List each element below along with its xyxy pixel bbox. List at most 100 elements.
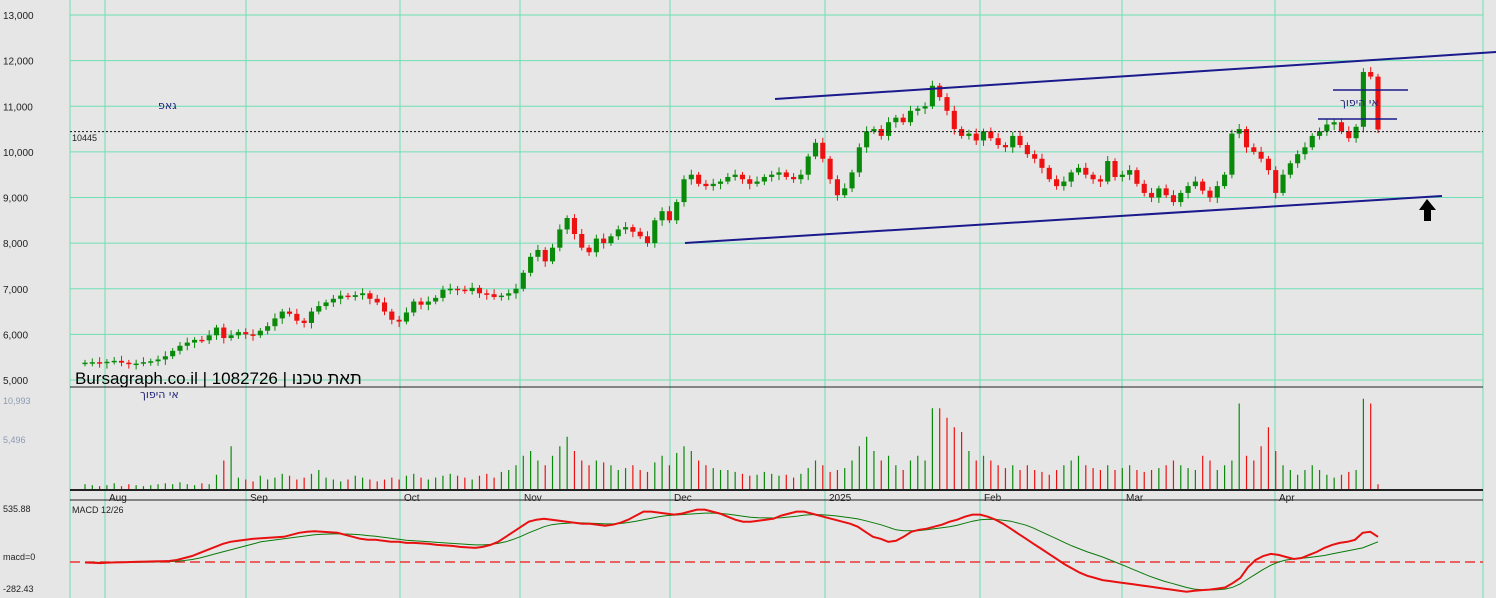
candle-body bbox=[1258, 151, 1264, 159]
candle-body bbox=[199, 339, 205, 342]
candle-body bbox=[1141, 183, 1147, 193]
candle-body bbox=[922, 106, 928, 109]
price-tick-label: 10,000 bbox=[3, 148, 34, 159]
candle-body bbox=[637, 231, 643, 237]
price-tick-label: 9,000 bbox=[3, 194, 28, 205]
candle-body bbox=[820, 142, 826, 159]
candle-body bbox=[1105, 161, 1111, 182]
candle-body bbox=[316, 306, 322, 312]
candle-body bbox=[286, 311, 293, 314]
x-tick-label: Feb bbox=[984, 493, 1002, 504]
candle-body bbox=[1039, 158, 1045, 168]
candle-body bbox=[1185, 186, 1191, 193]
candle-body bbox=[257, 330, 263, 336]
candle-body bbox=[1061, 181, 1067, 187]
candle-body bbox=[1309, 135, 1315, 148]
volume-bars bbox=[84, 398, 1379, 489]
upper-trendline bbox=[774, 51, 1496, 100]
candle-body bbox=[1083, 167, 1089, 175]
price-tick-label: 12,000 bbox=[3, 57, 34, 68]
candle-body bbox=[411, 301, 417, 313]
candle-body bbox=[1273, 170, 1279, 193]
candle-body bbox=[360, 293, 366, 296]
grid-lines bbox=[69, 0, 1484, 598]
candle-body bbox=[601, 238, 607, 244]
macd-tick-label: -282.43 bbox=[3, 584, 34, 594]
candle-body bbox=[1214, 186, 1220, 198]
candle-body bbox=[1046, 167, 1052, 180]
candle-body bbox=[937, 85, 943, 98]
candle-body bbox=[652, 220, 658, 244]
candle-body bbox=[776, 172, 782, 175]
candle-body bbox=[228, 335, 234, 339]
candle-body bbox=[1295, 154, 1301, 164]
candle-body bbox=[842, 188, 848, 196]
candle-body bbox=[1112, 161, 1118, 177]
macd-signal-line bbox=[84, 512, 1379, 591]
candle-body bbox=[1170, 195, 1177, 203]
candle-body bbox=[798, 174, 804, 180]
candle-body bbox=[250, 334, 256, 336]
candle-body bbox=[1017, 135, 1023, 146]
candle-body bbox=[82, 362, 88, 365]
candle-body bbox=[1119, 174, 1125, 177]
x-tick-label: Mar bbox=[1126, 493, 1144, 504]
candle-body bbox=[907, 110, 914, 123]
candle-body bbox=[484, 293, 490, 295]
candle-body bbox=[294, 313, 300, 321]
candle-body bbox=[1353, 126, 1359, 139]
candle-body bbox=[476, 287, 483, 294]
candle-body bbox=[1134, 170, 1140, 184]
candle-body bbox=[170, 350, 176, 357]
candle-body bbox=[623, 227, 629, 230]
candle-body bbox=[1360, 72, 1366, 127]
candle-body bbox=[206, 335, 212, 341]
candle-body bbox=[1229, 133, 1235, 175]
candle-body bbox=[1148, 192, 1155, 198]
candle-body bbox=[1163, 188, 1169, 196]
candle-body bbox=[791, 176, 797, 180]
candle-body bbox=[367, 293, 373, 299]
candle-body bbox=[403, 312, 409, 322]
candle-body bbox=[995, 138, 1001, 146]
candle-body bbox=[644, 236, 651, 244]
candle-body bbox=[118, 360, 125, 363]
candle-body bbox=[1024, 145, 1030, 155]
candle-body bbox=[1222, 174, 1228, 187]
candle-body bbox=[988, 131, 994, 139]
candle-body bbox=[900, 117, 906, 123]
candle-body bbox=[630, 227, 636, 232]
candle-body bbox=[542, 249, 548, 262]
candle-body bbox=[659, 211, 665, 221]
candle-body bbox=[1010, 135, 1016, 148]
price-tick-label: 13,000 bbox=[3, 11, 34, 22]
candle-body bbox=[747, 179, 753, 184]
volume-tick-label: 10,993 bbox=[3, 396, 31, 406]
x-tick-label: 2025 bbox=[829, 493, 852, 504]
candle-body bbox=[1368, 72, 1374, 77]
candle-body bbox=[886, 122, 892, 136]
candle-body bbox=[243, 332, 249, 335]
candle-body bbox=[535, 249, 541, 257]
candle-body bbox=[710, 183, 716, 187]
candle-body bbox=[162, 356, 168, 360]
candle-body bbox=[111, 360, 117, 363]
candle-body bbox=[1302, 147, 1308, 155]
reversal-annotation: אי היפוך bbox=[1340, 96, 1379, 109]
candle-body bbox=[1324, 124, 1330, 132]
candle-body bbox=[301, 320, 307, 323]
candle-body bbox=[944, 97, 950, 111]
candle-body bbox=[980, 131, 987, 141]
candle-body bbox=[739, 174, 746, 180]
candle-body bbox=[528, 256, 534, 273]
candle-body bbox=[754, 181, 760, 184]
candle-body bbox=[579, 234, 585, 248]
candle-body bbox=[593, 238, 599, 253]
candle-body bbox=[812, 142, 819, 157]
candle-body bbox=[1178, 192, 1184, 203]
candle-body bbox=[374, 298, 380, 303]
axis-labels: 13,000 12,000 11,000 10,000 9,000 8,000 7,000 6… bbox=[3, 11, 1295, 594]
candle-body bbox=[973, 133, 979, 141]
chart-overlays bbox=[70, 51, 1496, 244]
